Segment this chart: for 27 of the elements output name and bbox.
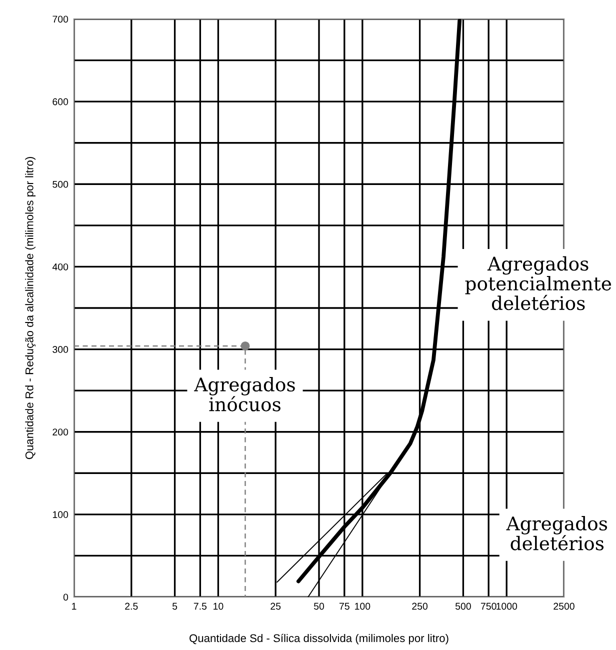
y-tick-label: 700 (52, 16, 68, 23)
y-axis-title: Quantidade Rd - Redução da alcalinidade (milimoles por litro) (25, 157, 36, 460)
x-tick-label: 2.5 (125, 602, 138, 610)
y-tick-label: 500 (52, 180, 68, 188)
x-tick-label: 100 (355, 602, 370, 610)
x-tick-label: 50 (314, 602, 324, 610)
y-tick-label: 400 (52, 263, 68, 270)
annotation: Agregados deletérios (506, 516, 608, 550)
x-axis-title: Quantidade Sd - Sílica dissolvida (milimoles por litro) (190, 634, 448, 644)
x-tick-label: 1000 (496, 602, 518, 610)
x-tick-label: 2500 (554, 602, 574, 610)
x-tick-label: 500 (455, 602, 471, 610)
annotation: Agregados inócuos (194, 377, 295, 412)
y-tick-label: 300 (52, 346, 68, 353)
x-tick-label: 7.5 (194, 602, 207, 610)
annotation: Agregados potencialmente deletérios (465, 256, 612, 310)
y-tick-label: 100 (52, 511, 68, 518)
x-tick-label: 750 (480, 602, 496, 610)
y-tick-label: 200 (52, 428, 68, 436)
y-tick-label: 0 (63, 594, 68, 601)
x-tick-label: 1 (72, 602, 76, 610)
x-tick-label: 5 (172, 602, 178, 610)
y-tick-label: 600 (52, 98, 68, 106)
x-tick-label: 75 (339, 602, 350, 610)
x-tick-label: 250 (412, 602, 428, 610)
x-tick-label: 10 (214, 602, 224, 610)
x-tick-label: 25 (270, 602, 281, 610)
